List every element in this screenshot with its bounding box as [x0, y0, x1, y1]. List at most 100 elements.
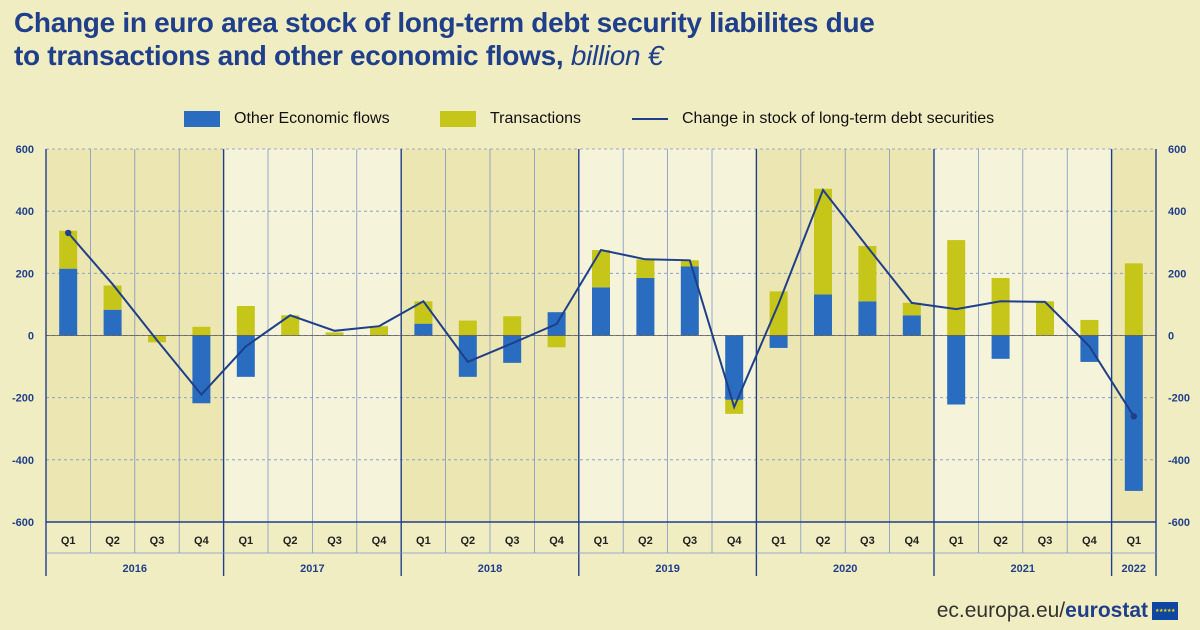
legend-item-other-economic-flows: Other Economic flows — [184, 106, 390, 132]
legend: Other Economic flows Transactions Change… — [0, 106, 1200, 132]
bar-transactions — [59, 230, 78, 269]
x-tick-label-quarter: Q1 — [1126, 535, 1141, 547]
bar-other-economic-flows — [769, 335, 788, 348]
x-tick-label-year: 2017 — [300, 563, 324, 575]
x-tick-label-quarter: Q4 — [904, 535, 920, 547]
y-tick-label-left: -600 — [12, 517, 34, 529]
bar-transactions — [947, 240, 966, 336]
bar-other-economic-flows — [592, 287, 610, 336]
y-tick-label-right: -400 — [1168, 455, 1190, 467]
bar-transactions — [103, 285, 122, 310]
y-tick-label-left: -400 — [12, 455, 34, 467]
y-tick-label-left: 400 — [16, 206, 34, 218]
line-endpoint-last — [1130, 413, 1138, 420]
footer: ec.europa.eu/ eurostat ★★★★★ — [937, 599, 1178, 623]
bar-other-economic-flows — [59, 268, 78, 336]
x-tick-label-quarter: Q2 — [993, 535, 1008, 547]
x-tick-label-quarter: Q2 — [283, 535, 298, 547]
bar-transactions — [281, 315, 300, 336]
x-tick-label-quarter: Q1 — [238, 535, 253, 547]
line-change-in-stock — [67, 187, 1135, 417]
y-tick-label-left: 0 — [28, 331, 34, 343]
x-tick-label-quarter: Q4 — [1082, 535, 1098, 547]
chart-title: Change in euro area stock of long-term d… — [14, 6, 1174, 72]
title-line-1: Change in euro area stock of long-term d… — [14, 7, 875, 38]
legend-item-change-in-stock: Change in stock of long-term debt securi… — [632, 106, 994, 132]
bar-transactions — [503, 316, 522, 336]
y-tick-label-right: 200 — [1168, 268, 1186, 280]
x-tick-label-quarter: Q3 — [682, 535, 697, 547]
x-tick-label-quarter: Q4 — [372, 535, 388, 547]
y-tick-label-right: -600 — [1168, 517, 1190, 529]
x-tick-label-quarter: Q4 — [549, 535, 565, 547]
bar-transactions — [1080, 319, 1099, 336]
bar-transactions — [858, 245, 877, 302]
bar-transactions — [814, 188, 832, 295]
bar-transactions — [325, 332, 344, 336]
x-tick-label-quarter: Q1 — [416, 535, 431, 547]
x-tick-label-quarter: Q3 — [860, 535, 875, 547]
bar-other-economic-flows — [725, 335, 744, 400]
bar-transactions — [1036, 301, 1054, 336]
bar-other-economic-flows — [458, 335, 477, 377]
title-line-2: to transactions and other economic flows… — [14, 39, 1174, 72]
bar-transactions — [458, 320, 477, 336]
bar-transactions — [370, 326, 388, 336]
bar-other-economic-flows — [991, 335, 1010, 359]
footer-url: ec.europa.eu/ — [936, 599, 1066, 622]
x-tick-label-quarter: Q4 — [194, 535, 210, 547]
bar-other-economic-flows — [902, 315, 921, 336]
x-tick-label-quarter: Q1 — [594, 535, 609, 547]
bar-transactions — [769, 291, 788, 336]
legend-label-change-in-stock: Change in stock of long-term debt securi… — [682, 110, 995, 127]
x-tick-label-quarter: Q2 — [460, 535, 475, 547]
legend-label-transactions: Transactions — [490, 110, 581, 127]
x-tick-label-year: 2022 — [1122, 563, 1146, 575]
x-tick-label-year: 2019 — [655, 563, 679, 575]
chart-plot: 600 600 400 400 200 200 0 0 -200 -200 -400 -400 -600… — [12, 144, 1190, 576]
legend-swatch-other-economic-flows — [184, 111, 220, 127]
title-unit: billion € — [570, 40, 664, 71]
bar-other-economic-flows — [103, 309, 122, 336]
bar-other-economic-flows — [236, 335, 255, 377]
x-tick-label-quarter: Q3 — [327, 535, 342, 547]
y-tick-label-left: -200 — [12, 393, 34, 405]
legend-item-transactions: Transactions — [440, 106, 581, 132]
y-tick-label-right: 600 — [1168, 144, 1186, 156]
bar-other-economic-flows — [636, 277, 655, 336]
bar-transactions — [1124, 263, 1143, 336]
x-tick-label-quarter: Q2 — [816, 535, 831, 547]
x-tick-label-quarter: Q4 — [727, 535, 743, 547]
x-tick-label-year: 2018 — [478, 563, 502, 575]
legend-swatch-transactions — [440, 111, 476, 127]
x-tick-label-year: 2021 — [1011, 563, 1035, 575]
y-tick-label-right: 0 — [1168, 331, 1174, 343]
bar-other-economic-flows — [814, 294, 832, 336]
bar-transactions — [636, 259, 655, 278]
bar-other-economic-flows — [414, 323, 433, 336]
bar-other-economic-flows — [858, 301, 877, 336]
bar-transactions — [991, 277, 1010, 336]
bar-transactions — [236, 305, 255, 336]
x-tick-label-quarter: Q2 — [638, 535, 653, 547]
x-tick-label-quarter: Q1 — [949, 535, 964, 547]
legend-line-change-in-stock — [632, 118, 668, 120]
bar-other-economic-flows — [192, 335, 211, 404]
bar-other-economic-flows — [680, 266, 699, 336]
x-tick-label-quarter: Q3 — [1038, 535, 1053, 547]
bar-transactions — [902, 302, 921, 316]
footer-brand: eurostat — [1065, 599, 1148, 622]
y-tick-label-right: 400 — [1168, 206, 1186, 218]
x-tick-label-year: 2020 — [833, 563, 857, 575]
eu-flag-icon: ★★★★★ — [1152, 602, 1178, 620]
bar-transactions — [592, 250, 610, 288]
x-tick-label-quarter: Q1 — [771, 535, 786, 547]
y-tick-label-right: -200 — [1168, 393, 1190, 405]
x-tick-label-quarter: Q3 — [150, 535, 165, 547]
title-text: to transactions and other economic flows… — [14, 40, 564, 71]
x-tick-label-quarter: Q2 — [105, 535, 120, 547]
x-tick-label-year: 2016 — [123, 563, 147, 575]
bar-other-economic-flows — [947, 335, 966, 405]
line-endpoint-first — [65, 229, 72, 237]
legend-label-other-economic-flows: Other Economic flows — [234, 110, 390, 127]
